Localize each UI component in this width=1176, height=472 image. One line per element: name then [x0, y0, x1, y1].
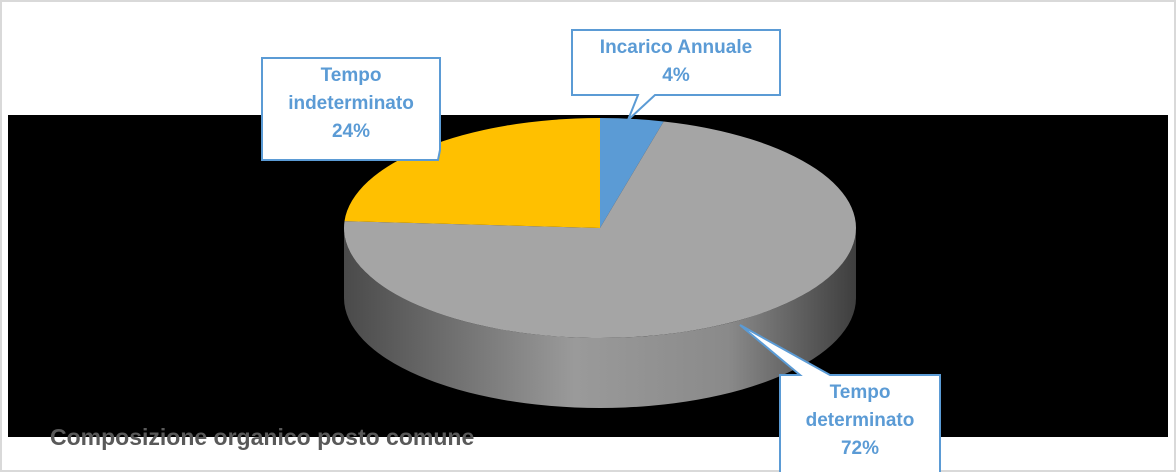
callout-box — [261, 57, 441, 161]
chart-title: Composizione organico posto comune — [50, 424, 475, 450]
label-name: Tempo indeterminato — [288, 65, 414, 114]
slice — [343, 121, 856, 339]
label-value: 4% — [662, 65, 690, 86]
label-name: Tempo determinato — [805, 382, 915, 431]
label-name: Incarico Annuale — [599, 37, 753, 58]
label-value: 72% — [840, 438, 880, 459]
data-label: Incarico Annuale 4% — [572, 30, 780, 90]
data-label: Tempo determinato 72% — [780, 375, 940, 463]
slice — [344, 118, 600, 228]
callout-box — [739, 324, 941, 472]
slice — [600, 118, 664, 228]
label-value: 24% — [331, 121, 371, 142]
slice-side — [344, 228, 856, 408]
callouts — [261, 29, 941, 472]
pie — [343, 118, 856, 408]
callout-box — [571, 29, 781, 121]
data-label: Tempo indeterminato 24% — [262, 58, 440, 146]
